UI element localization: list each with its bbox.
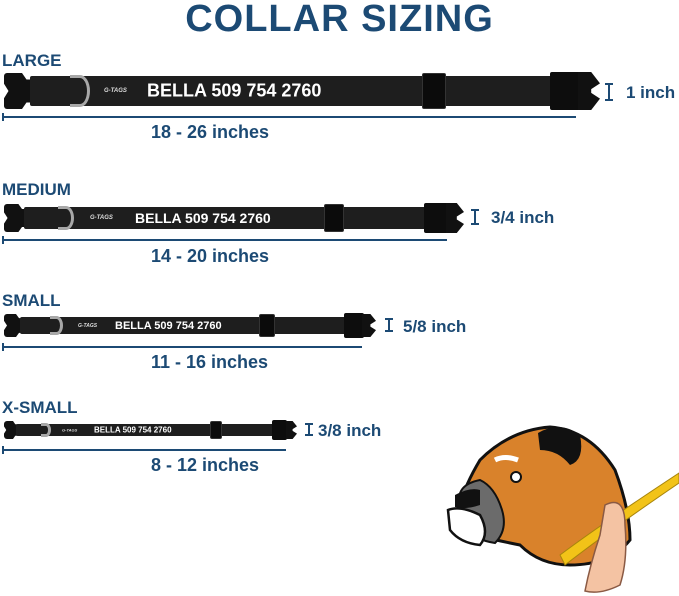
- side-buckle-icon: [550, 72, 580, 110]
- width-label: 1 inch: [626, 83, 676, 102]
- buckle-prong-icon: [286, 421, 297, 439]
- length-range: 8 - 12 inches: [151, 455, 260, 475]
- buckle-prong-icon: [578, 72, 600, 110]
- size-label-small: SMALL: [2, 291, 61, 310]
- strap: [30, 76, 572, 106]
- collar-large: G-TAGS BELLA 509 754 2760: [4, 72, 602, 110]
- name-text: BELLA 509 754 2760: [115, 319, 222, 332]
- name-text: BELLA 509 754 2760: [147, 80, 322, 101]
- length-range: 14 - 20 inches: [151, 246, 270, 266]
- slider-icon: [210, 421, 222, 439]
- name-text: BELLA 509 754 2760: [94, 425, 172, 435]
- width-marker-icon: [605, 83, 613, 101]
- collar-medium: G-TAGS BELLA 509 754 2760: [4, 203, 466, 233]
- width-label: 3/4 inch: [491, 208, 555, 227]
- buckle-prong-icon: [446, 203, 464, 233]
- size-label-large: LARGE: [2, 51, 62, 70]
- d-ring-icon: [41, 423, 51, 437]
- length-range: 11 - 16 inches: [151, 352, 269, 372]
- name-text: BELLA 509 754 2760: [135, 210, 271, 226]
- d-ring-icon: [70, 75, 90, 107]
- width-marker-icon: [471, 209, 479, 225]
- slider-icon: [324, 204, 344, 232]
- length-range: 18 - 26 inches: [151, 122, 270, 142]
- length-line: [2, 236, 447, 244]
- collar-x-small: G-TAGS BELLA 509 754 2760: [4, 420, 298, 440]
- slider-icon: [259, 314, 275, 337]
- side-buckle-icon: [272, 420, 287, 440]
- length-line: [2, 113, 576, 121]
- page-title: COLLAR SIZING: [185, 0, 494, 40]
- brand-tag: G-TAGS: [78, 322, 98, 329]
- boxer-dog-measuring-illustration: [446, 425, 679, 593]
- side-buckle-icon: [424, 203, 448, 233]
- width-label: 5/8 inch: [403, 317, 467, 336]
- length-line: [2, 446, 286, 454]
- collar-small: G-TAGS BELLA 509 754 2760: [4, 313, 376, 338]
- brand-tag: G-TAGS: [90, 215, 113, 221]
- width-marker-icon: [385, 318, 393, 332]
- d-ring-icon: [58, 206, 74, 230]
- d-ring-icon: [50, 316, 63, 335]
- brand-tag: G-TAGS: [62, 427, 78, 433]
- width-label: 3/8 inch: [318, 421, 382, 440]
- size-label-x-small: X-SMALL: [2, 398, 78, 417]
- width-marker-icon: [305, 423, 313, 436]
- brand-tag: G-TAGS: [104, 88, 127, 94]
- length-line: [2, 343, 362, 351]
- slider-icon: [422, 73, 446, 109]
- size-label-medium: MEDIUM: [2, 180, 71, 199]
- side-buckle-icon: [344, 313, 364, 338]
- buckle-prong-icon: [362, 314, 376, 337]
